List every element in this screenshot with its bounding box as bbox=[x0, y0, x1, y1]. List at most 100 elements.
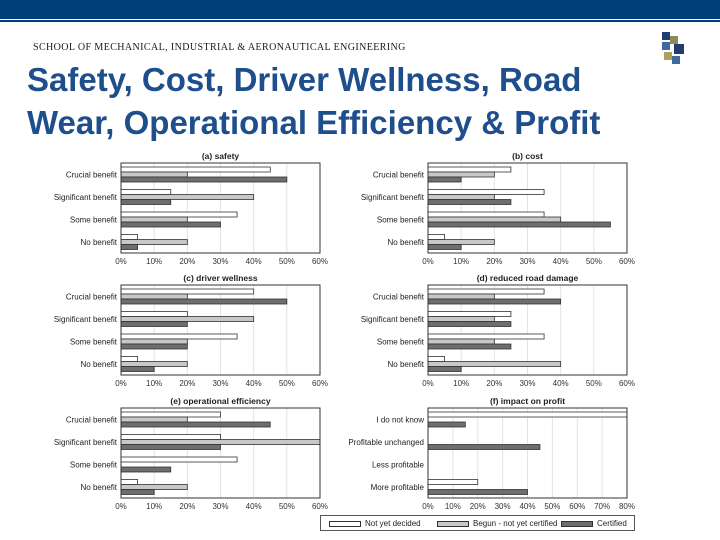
x-tick-label: 20% bbox=[486, 379, 502, 388]
x-tick-label: 60% bbox=[619, 379, 635, 388]
y-category-label: Significant benefit bbox=[361, 315, 425, 324]
bar-begun bbox=[427, 316, 495, 322]
x-tick-label: 40% bbox=[246, 379, 262, 388]
legend-swatch-begun bbox=[437, 520, 469, 527]
chart-title: (e) operational efficiency bbox=[170, 396, 270, 406]
x-tick-label: 0% bbox=[115, 257, 127, 266]
x-tick-label: 20% bbox=[486, 257, 502, 266]
bar-certified bbox=[120, 421, 271, 428]
chart-panel: (c) driver wellness 0% 10% 20% 30% 40% 50% 60% C… bbox=[54, 273, 328, 388]
bar-begun bbox=[427, 216, 562, 223]
x-tick-label: 40% bbox=[246, 502, 262, 511]
y-category-label: No benefit bbox=[81, 360, 118, 369]
y-category-label: Some benefit bbox=[377, 215, 425, 224]
x-tick-label: 10% bbox=[453, 257, 469, 266]
bar-not-yet-decided bbox=[120, 479, 138, 485]
y-category-label: Some benefit bbox=[70, 460, 118, 469]
y-category-label: More profitable bbox=[371, 483, 425, 492]
x-tick-label: 60% bbox=[569, 502, 585, 511]
bar-begun bbox=[120, 239, 188, 245]
x-tick-label: 50% bbox=[279, 379, 295, 388]
chart-title: (d) reduced road damage bbox=[477, 273, 579, 283]
x-tick-label: 20% bbox=[179, 379, 195, 388]
bar-begun bbox=[427, 239, 495, 245]
bar-begun bbox=[120, 361, 188, 367]
bar-not-yet-decided bbox=[120, 456, 238, 463]
bar-begun bbox=[427, 361, 562, 367]
x-tick-label: 0% bbox=[115, 502, 127, 511]
x-tick-label: 20% bbox=[470, 502, 486, 511]
bar-certified bbox=[120, 366, 155, 372]
x-tick-label: 70% bbox=[594, 502, 610, 511]
x-tick-label: 10% bbox=[453, 379, 469, 388]
bar-certified bbox=[120, 244, 138, 250]
legend-item-not-yet-decided: Not yet decided bbox=[329, 518, 421, 529]
chart-panel: (e) operational efficiency 0% 10% 20% 30% 40%… bbox=[54, 396, 328, 511]
bar-begun bbox=[427, 194, 495, 200]
x-tick-label: 20% bbox=[179, 257, 195, 266]
x-tick-label: 20% bbox=[179, 502, 195, 511]
bar-not-yet-decided bbox=[120, 211, 238, 218]
x-tick-label: 60% bbox=[312, 502, 328, 511]
y-category-label: No benefit bbox=[388, 238, 425, 247]
plot-frame bbox=[120, 407, 321, 499]
bar-not-yet-decided bbox=[120, 166, 271, 173]
x-tick-label: 50% bbox=[279, 257, 295, 266]
y-category-label: Some benefit bbox=[377, 337, 425, 346]
y-category-label: No benefit bbox=[81, 483, 118, 492]
plot-frame bbox=[427, 407, 628, 499]
x-tick-label: 80% bbox=[619, 502, 635, 511]
chart-title: (f) impact on profit bbox=[490, 396, 565, 406]
legend-item-certified: Certified bbox=[561, 518, 627, 529]
x-tick-label: 0% bbox=[422, 502, 434, 511]
header-rule bbox=[0, 20, 720, 22]
x-tick-label: 60% bbox=[619, 257, 635, 266]
bar-begun bbox=[427, 171, 495, 178]
school-name: SCHOOL OF MECHANICAL, INDUSTRIAL & AERON… bbox=[33, 42, 406, 53]
x-tick-label: 10% bbox=[445, 502, 461, 511]
bar-begun bbox=[120, 293, 188, 300]
y-category-label: Crucial benefit bbox=[373, 292, 425, 301]
x-tick-label: 40% bbox=[246, 257, 262, 266]
bar-certified bbox=[120, 343, 188, 350]
legend-label: Certified bbox=[597, 519, 627, 528]
chart-title: (c) driver wellness bbox=[183, 273, 257, 283]
bar-certified bbox=[120, 466, 172, 473]
y-category-label: Crucial benefit bbox=[66, 415, 118, 424]
bar-not-yet-decided bbox=[120, 234, 138, 240]
x-tick-label: 0% bbox=[422, 379, 434, 388]
plot-frame bbox=[120, 284, 321, 376]
bar-begun bbox=[120, 416, 188, 423]
y-category-label: Some benefit bbox=[70, 337, 118, 346]
bar-certified bbox=[427, 366, 462, 372]
x-tick-label: 0% bbox=[115, 379, 127, 388]
x-tick-label: 40% bbox=[553, 379, 569, 388]
x-tick-label: 50% bbox=[544, 502, 560, 511]
x-tick-label: 10% bbox=[146, 257, 162, 266]
x-tick-label: 50% bbox=[586, 257, 602, 266]
x-tick-label: 10% bbox=[146, 502, 162, 511]
x-tick-label: 30% bbox=[495, 502, 511, 511]
y-category-label: Crucial benefit bbox=[66, 292, 118, 301]
legend: Not yet decided Begun - not yet certifie… bbox=[320, 515, 635, 531]
chart-title: (a) safety bbox=[202, 151, 240, 161]
y-category-label: Significant benefit bbox=[54, 315, 118, 324]
bar-certified bbox=[120, 199, 172, 205]
bar-not-yet-decided bbox=[427, 288, 545, 295]
x-tick-label: 30% bbox=[519, 257, 535, 266]
bar-not-yet-decided bbox=[427, 479, 479, 485]
x-tick-label: 40% bbox=[519, 502, 535, 511]
bar-begun bbox=[120, 484, 188, 490]
bar-certified bbox=[120, 176, 288, 183]
bar-not-yet-decided bbox=[120, 356, 138, 362]
x-tick-label: 10% bbox=[146, 379, 162, 388]
bar-begun bbox=[120, 194, 255, 200]
bar-begun bbox=[120, 216, 188, 223]
bar-certified bbox=[120, 221, 221, 228]
plot-frame bbox=[427, 162, 628, 254]
y-category-label: Some benefit bbox=[70, 215, 118, 224]
x-tick-label: 50% bbox=[586, 379, 602, 388]
bar-not-yet-decided bbox=[120, 434, 221, 440]
bar-not-yet-decided bbox=[427, 234, 445, 240]
y-category-label: Crucial benefit bbox=[373, 170, 425, 179]
